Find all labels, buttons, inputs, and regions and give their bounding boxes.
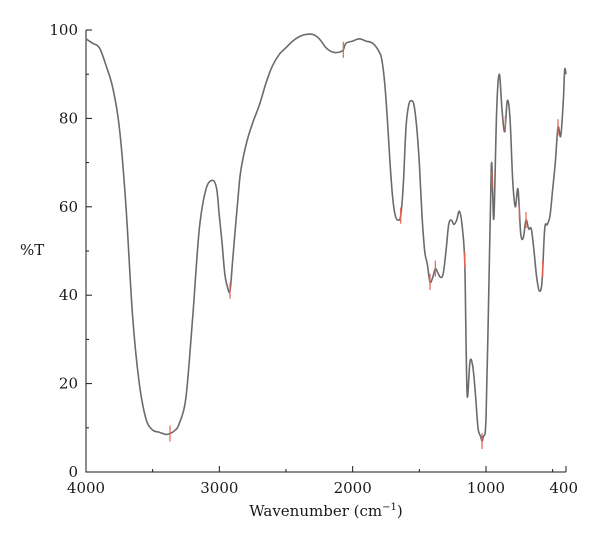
x-tick-label: 1000 (467, 479, 505, 497)
x-tick-label: 4000 (67, 479, 105, 497)
peak-markers (169, 41, 559, 450)
y-tick-label: 0 (68, 463, 78, 481)
x-axis-ticks: 4000 3000 2000 1000 400 (67, 466, 578, 497)
x-tick-label: 2000 (334, 479, 372, 497)
x-axis-label-superscript: −1 (382, 502, 397, 513)
x-tick-label: 400 (549, 479, 578, 497)
y-tick-label: 20 (59, 375, 78, 393)
axes (85, 30, 566, 473)
x-axis-label-close: ) (397, 502, 403, 520)
y-tick-label: 80 (59, 109, 78, 127)
y-tick-label: 100 (49, 21, 78, 39)
y-tick-label: 60 (59, 198, 78, 216)
y-axis-ticks: 0 20 40 60 80 100 (49, 21, 92, 481)
x-tick-label: 3000 (200, 479, 238, 497)
y-tick-label: 40 (59, 286, 78, 304)
x-axis-label: Wavenumber (cm−1) (249, 502, 402, 520)
x-axis-label-text: Wavenumber (cm (249, 502, 382, 520)
plot-frame (85, 30, 566, 473)
y-axis-label: %T (20, 241, 44, 259)
series-line (85, 33, 567, 442)
